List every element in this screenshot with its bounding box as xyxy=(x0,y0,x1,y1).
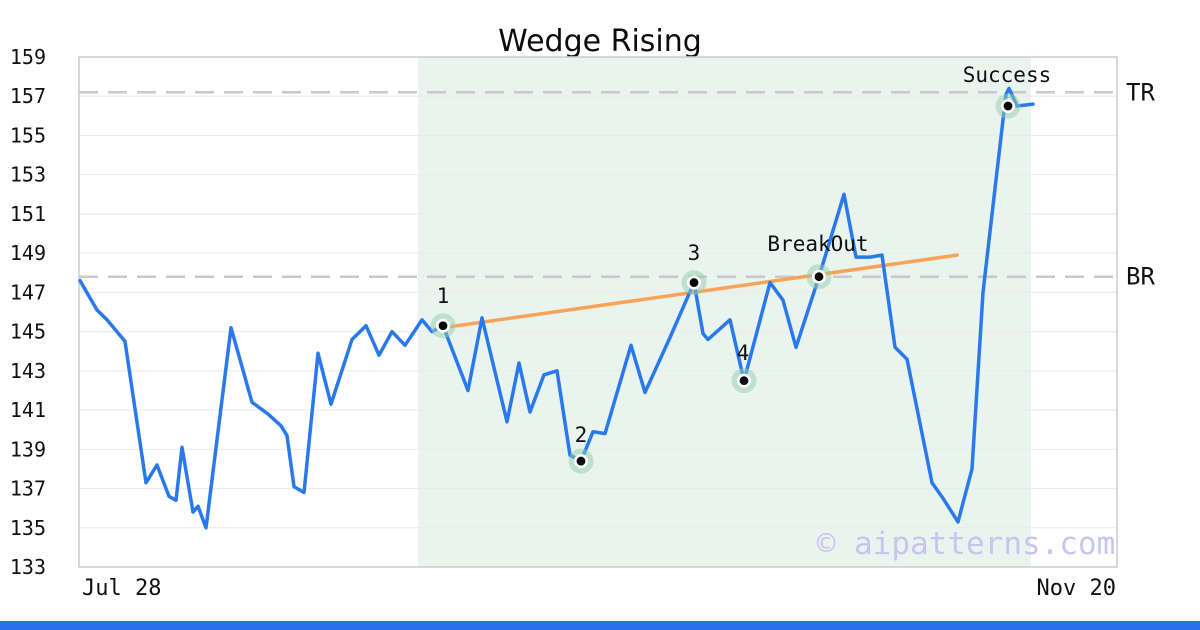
chart-title: Wedge Rising xyxy=(498,24,702,59)
y-tick-label: 133 xyxy=(10,555,46,579)
x-label-end: Nov 20 xyxy=(1037,576,1116,601)
point-label-breakout: BreakOut xyxy=(767,232,868,256)
y-tick-label: 145 xyxy=(10,320,46,344)
watermark: © aipatterns.com xyxy=(817,526,1116,562)
point-label-success: Success xyxy=(963,63,1052,87)
plot-frame xyxy=(78,56,1118,568)
y-tick-label: 147 xyxy=(10,280,46,304)
pattern-zone xyxy=(418,57,1031,567)
point-label-2: 2 xyxy=(575,423,588,447)
point-label-1: 1 xyxy=(437,284,450,308)
y-tick-label: 139 xyxy=(10,437,46,461)
price-line xyxy=(78,86,1035,530)
marker-dot xyxy=(438,321,448,331)
y-tick-label: 159 xyxy=(10,45,46,69)
y-tick-label: 143 xyxy=(10,359,46,383)
x-label-start: Jul 28 xyxy=(82,576,161,601)
marker-dot xyxy=(689,278,699,287)
y-tick-label: 151 xyxy=(10,202,46,226)
marker-dot xyxy=(814,272,824,282)
marker-dot xyxy=(739,376,749,386)
level-label-br: BR xyxy=(1126,263,1155,291)
point-label-4: 4 xyxy=(737,341,750,365)
y-tick-label: 135 xyxy=(10,516,46,540)
y-tick-label: 155 xyxy=(10,123,46,147)
y-tick-label: 153 xyxy=(10,163,46,187)
brand-bar xyxy=(0,621,1200,630)
marker-dot xyxy=(576,456,586,466)
y-tick-label: 157 xyxy=(10,84,46,108)
y-tick-label: 137 xyxy=(10,477,46,501)
point-label-3: 3 xyxy=(688,241,701,265)
y-tick-label: 149 xyxy=(10,241,46,265)
marker-dot xyxy=(1003,101,1013,111)
y-tick-label: 141 xyxy=(10,398,46,422)
level-label-tr: TR xyxy=(1126,78,1155,106)
